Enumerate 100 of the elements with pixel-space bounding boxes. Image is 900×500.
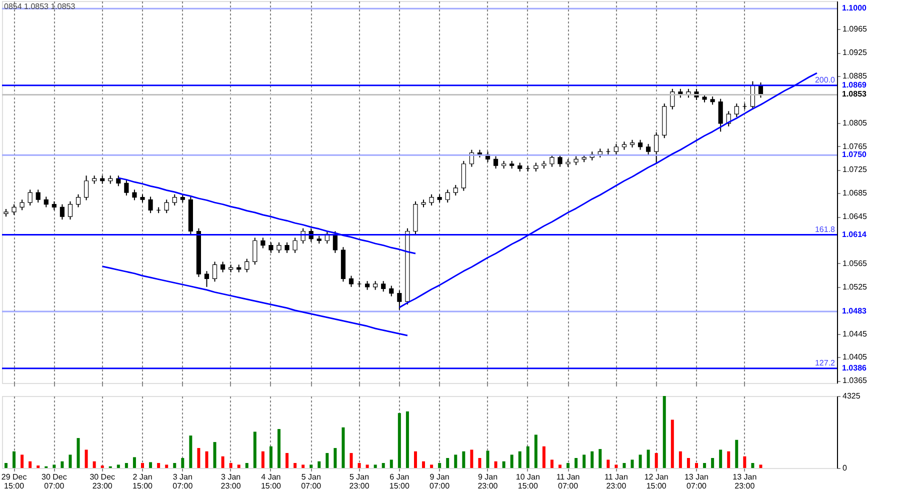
- bar: [454, 454, 458, 468]
- x-tick-label: 3 Jan 23:00: [220, 472, 242, 490]
- bar: [398, 413, 401, 468]
- bar: [470, 450, 474, 468]
- x-tick-label: 5 Jan 23:00: [349, 472, 370, 490]
- bar: [662, 396, 666, 468]
- bar: [334, 448, 337, 468]
- x-tick-label: 3 Jan 07:00: [172, 472, 194, 490]
- candlestick: [212, 261, 218, 282]
- y-tick-label: 1.0925: [842, 48, 868, 58]
- bar: [606, 460, 610, 468]
- x-tick-label: 6 Jan 15:00: [389, 472, 410, 490]
- candlestick: [332, 230, 338, 254]
- bar: [446, 458, 450, 468]
- bar: [574, 458, 578, 468]
- bar: [646, 450, 650, 468]
- bar: [550, 460, 554, 468]
- bar: [261, 451, 264, 468]
- y-tick-label: 0: [842, 464, 848, 472]
- x-tick-label: 4 Jan 15:00: [260, 472, 282, 490]
- ref-line-label: 1.0869: [842, 80, 868, 90]
- bar: [173, 463, 176, 468]
- candlestick: [44, 196, 48, 208]
- bar: [286, 453, 289, 468]
- bar: [703, 463, 706, 468]
- bar: [694, 463, 698, 468]
- bar: [76, 438, 80, 468]
- bar: [534, 434, 538, 468]
- bar: [478, 458, 482, 468]
- candlestick: [244, 258, 250, 273]
- bar: [358, 463, 361, 468]
- y-tick-label: 1.0645: [842, 212, 868, 222]
- bar: [462, 451, 466, 468]
- candlestick: [28, 189, 32, 206]
- candlestick: [76, 194, 81, 208]
- candlestick: [68, 200, 73, 220]
- annotation: 200.0: [814, 75, 836, 84]
- candlestick: [172, 194, 177, 206]
- candlestick: [718, 98, 723, 132]
- candlestick: [558, 154, 562, 168]
- bar: [711, 458, 714, 468]
- line-series: [102, 266, 408, 336]
- bar: [759, 464, 762, 468]
- bar: [205, 451, 208, 468]
- ref-line-label: 1.0614: [842, 230, 868, 239]
- y-tick-label: 1.0365: [842, 376, 868, 386]
- bar: [542, 446, 546, 468]
- annotation: 161.8: [814, 224, 836, 234]
- candlestick: [12, 204, 16, 216]
- bar: [60, 461, 64, 468]
- x-tick-label: 9 Jan 07:00: [430, 472, 450, 490]
- bar: [132, 457, 136, 468]
- x-tick-label: 10 Jan 15:00: [516, 472, 540, 490]
- candlestick: [638, 139, 643, 150]
- candlestick: [493, 156, 498, 170]
- bar: [622, 463, 626, 468]
- bar: [727, 451, 730, 468]
- candlestick: [654, 132, 659, 164]
- candlestick: [260, 237, 266, 249]
- candlestick: [734, 103, 739, 118]
- bar: [526, 446, 530, 468]
- candlestick: [60, 204, 65, 220]
- candlestick: [397, 290, 402, 310]
- candlestick: [268, 242, 274, 254]
- bar: [4, 463, 8, 468]
- candlestick: [132, 189, 137, 201]
- bar: [28, 461, 32, 468]
- bar: [486, 450, 490, 468]
- bar: [598, 449, 602, 468]
- bar: [390, 460, 393, 468]
- bar: [165, 464, 168, 468]
- bar: [189, 436, 192, 468]
- bar: [751, 463, 754, 468]
- candlestick: [445, 189, 450, 204]
- candlestick: [36, 189, 40, 204]
- candlestick: [164, 199, 169, 214]
- bar: [374, 464, 377, 468]
- y-tick-label: 1.0565: [842, 258, 868, 268]
- y-tick-label: 1.0885: [842, 71, 868, 80]
- bar: [654, 453, 658, 468]
- bar: [582, 454, 586, 468]
- y-tick-label: 4325: [842, 392, 861, 400]
- y-tick-label: 1.0805: [842, 118, 868, 128]
- x-tick-label: 30 Dec 23:00: [90, 472, 116, 490]
- bar: [719, 450, 722, 468]
- bar: [181, 458, 184, 468]
- bar: [157, 463, 160, 468]
- y-tick-label: 1.0525: [842, 282, 868, 292]
- x-tick-label: 11 Jan 23:00: [604, 472, 628, 490]
- x-tick-label: 13 Jan 07:00: [684, 472, 709, 490]
- bar: [518, 451, 522, 468]
- annotation: 127.2: [814, 358, 836, 368]
- bar: [213, 442, 216, 468]
- bar: [678, 451, 682, 468]
- candlestick: [284, 242, 290, 254]
- bar: [149, 462, 152, 468]
- bar: [116, 464, 120, 468]
- bar: [20, 454, 24, 468]
- bar: [366, 464, 369, 468]
- candlestick: [148, 196, 153, 214]
